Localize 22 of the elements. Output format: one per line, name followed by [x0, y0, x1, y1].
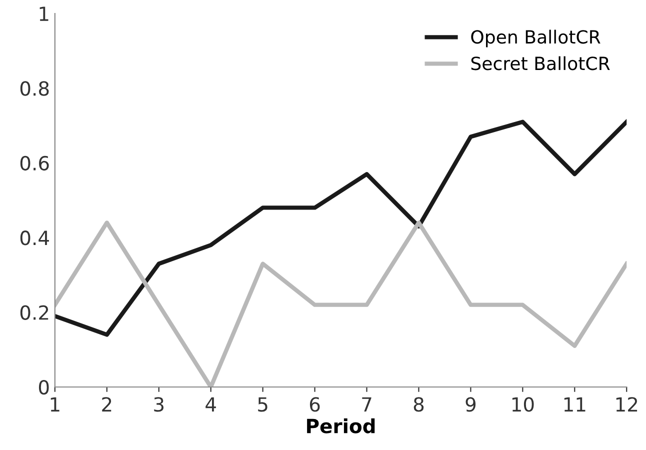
x-tick-label: 12 — [616, 397, 638, 412]
y-tick-label: 0.8 — [20, 81, 49, 96]
legend-label: Secret BallotCR — [471, 56, 610, 70]
y-tick-label: 0.6 — [20, 156, 49, 171]
x-tick-label: 4 — [206, 397, 216, 412]
x-tick-label: 11 — [564, 397, 586, 412]
x-tick-label: 2 — [102, 397, 112, 412]
line-series — [54, 120, 627, 337]
x-tick-label: 6 — [310, 397, 320, 412]
x-tick-label: 8 — [414, 397, 424, 412]
x-tick-label: 7 — [362, 397, 372, 412]
legend-label: Open BallotCR — [471, 30, 600, 48]
x-tick-label: 5 — [258, 397, 268, 412]
y-tick-label: 0 — [38, 380, 49, 395]
x-axis-title: Period — [307, 418, 375, 434]
x-tick-label: 1 — [50, 397, 60, 412]
y-tick-label: 0.4 — [20, 230, 49, 246]
y-tick-label: 1 — [40, 6, 48, 21]
y-tick-label: 0.2 — [20, 305, 48, 320]
x-tick-label: 10 — [512, 397, 534, 412]
x-tick-label: 3 — [154, 397, 164, 412]
x-tick-label: 9 — [466, 397, 476, 412]
